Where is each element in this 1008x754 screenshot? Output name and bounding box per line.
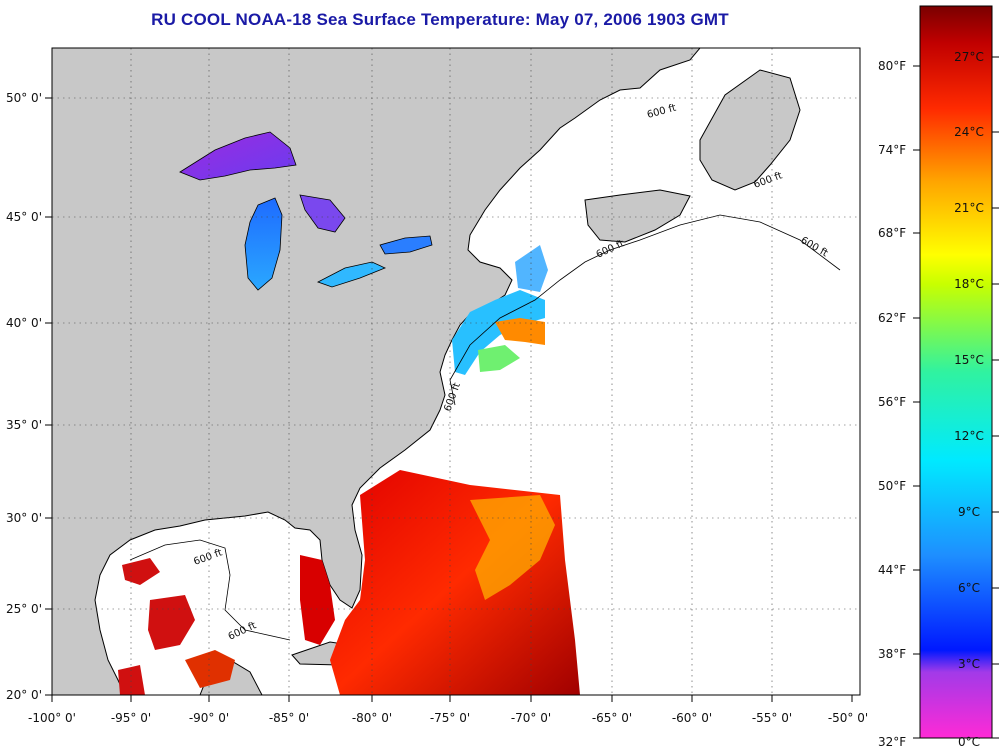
lon-label: -95° 0' xyxy=(111,711,151,725)
land-nova-scotia xyxy=(584,189,691,243)
isobath-600ft-gulf xyxy=(129,539,291,641)
lat-label: 50° 0' xyxy=(6,91,42,105)
cb-f-label: 38°F xyxy=(878,647,906,661)
lake-huron xyxy=(299,194,346,233)
cb-c-label: 3°C xyxy=(958,657,980,671)
cb-f-label: 32°F xyxy=(878,735,906,749)
cb-c-label: 0°C xyxy=(958,735,980,749)
lat-label: 30° 0' xyxy=(6,511,42,525)
lat-label: 20° 0' xyxy=(6,688,42,702)
sst-gulf-south xyxy=(185,650,235,688)
lat-label: 25° 0' xyxy=(6,602,42,616)
lon-label: -85° 0' xyxy=(269,711,309,725)
sst-mid-atlantic-shelf xyxy=(452,290,545,375)
lake-erie xyxy=(317,261,387,288)
lat-label: 45° 0' xyxy=(6,210,42,224)
lon-label: -100° 0' xyxy=(28,711,76,725)
sst-shelf-break-warm xyxy=(495,318,545,345)
lon-label: -75° 0' xyxy=(430,711,470,725)
sst-shelf-green xyxy=(478,345,520,372)
axis-ticks xyxy=(45,97,853,702)
cb-f-label: 50°F xyxy=(878,479,906,493)
sst-gulf-west xyxy=(118,558,195,695)
cb-c-label: 9°C xyxy=(958,505,980,519)
cb-f-label: 68°F xyxy=(878,226,906,240)
lon-label: -70° 0' xyxy=(511,711,551,725)
cb-f-label: 62°F xyxy=(878,311,906,325)
cb-f-label: 44°F xyxy=(878,563,906,577)
cb-c-label: 6°C xyxy=(958,581,980,595)
isobath-600ft xyxy=(449,214,841,406)
cb-c-label: 15°C xyxy=(954,353,984,367)
land-newfoundland xyxy=(699,69,801,191)
lake-ontario xyxy=(379,235,433,255)
colorbar xyxy=(919,5,993,739)
lat-label: 35° 0' xyxy=(6,418,42,432)
latitude-labels: 20° 0' 25° 0' 30° 0' 35° 0' 40° 0' 45° 0… xyxy=(6,91,42,702)
cb-c-label: 21°C xyxy=(954,201,984,215)
cb-f-label: 56°F xyxy=(878,395,906,409)
colorbar-celsius-labels: 27°C 24°C 21°C 18°C 15°C 12°C 9°C 6°C 3°… xyxy=(954,50,984,749)
colorbar-fahrenheit-labels: 80°F 74°F 68°F 62°F 56°F 50°F 44°F 38°F … xyxy=(878,59,906,749)
lon-label: -55° 0' xyxy=(752,711,792,725)
cb-f-label: 74°F xyxy=(878,143,906,157)
lon-label: -50° 0' xyxy=(828,711,868,725)
sst-gulf-of-maine xyxy=(515,245,548,292)
sst-gulf-east xyxy=(300,555,335,645)
colorbar-ticks xyxy=(913,56,999,739)
lake-superior xyxy=(179,131,297,181)
cb-c-label: 18°C xyxy=(954,277,984,291)
sst-atlantic-cool xyxy=(470,495,555,600)
cb-f-label: 80°F xyxy=(878,59,906,73)
cb-c-label: 24°C xyxy=(954,125,984,139)
graticule xyxy=(52,48,860,695)
map-title: RU COOL NOAA-18 Sea Surface Temperature:… xyxy=(151,10,729,29)
cb-c-label: 27°C xyxy=(954,50,984,64)
lon-label: -65° 0' xyxy=(592,711,632,725)
lon-label: -80° 0' xyxy=(352,711,392,725)
lake-michigan xyxy=(244,197,283,291)
land-north-america xyxy=(52,48,701,695)
cb-c-label: 12°C xyxy=(954,429,984,443)
lon-label: -90° 0' xyxy=(189,711,229,725)
lon-label: -60° 0' xyxy=(672,711,712,725)
longitude-labels: -100° 0' -95° 0' -90° 0' -85° 0' -80° 0'… xyxy=(28,711,868,725)
lat-label: 40° 0' xyxy=(6,316,42,330)
